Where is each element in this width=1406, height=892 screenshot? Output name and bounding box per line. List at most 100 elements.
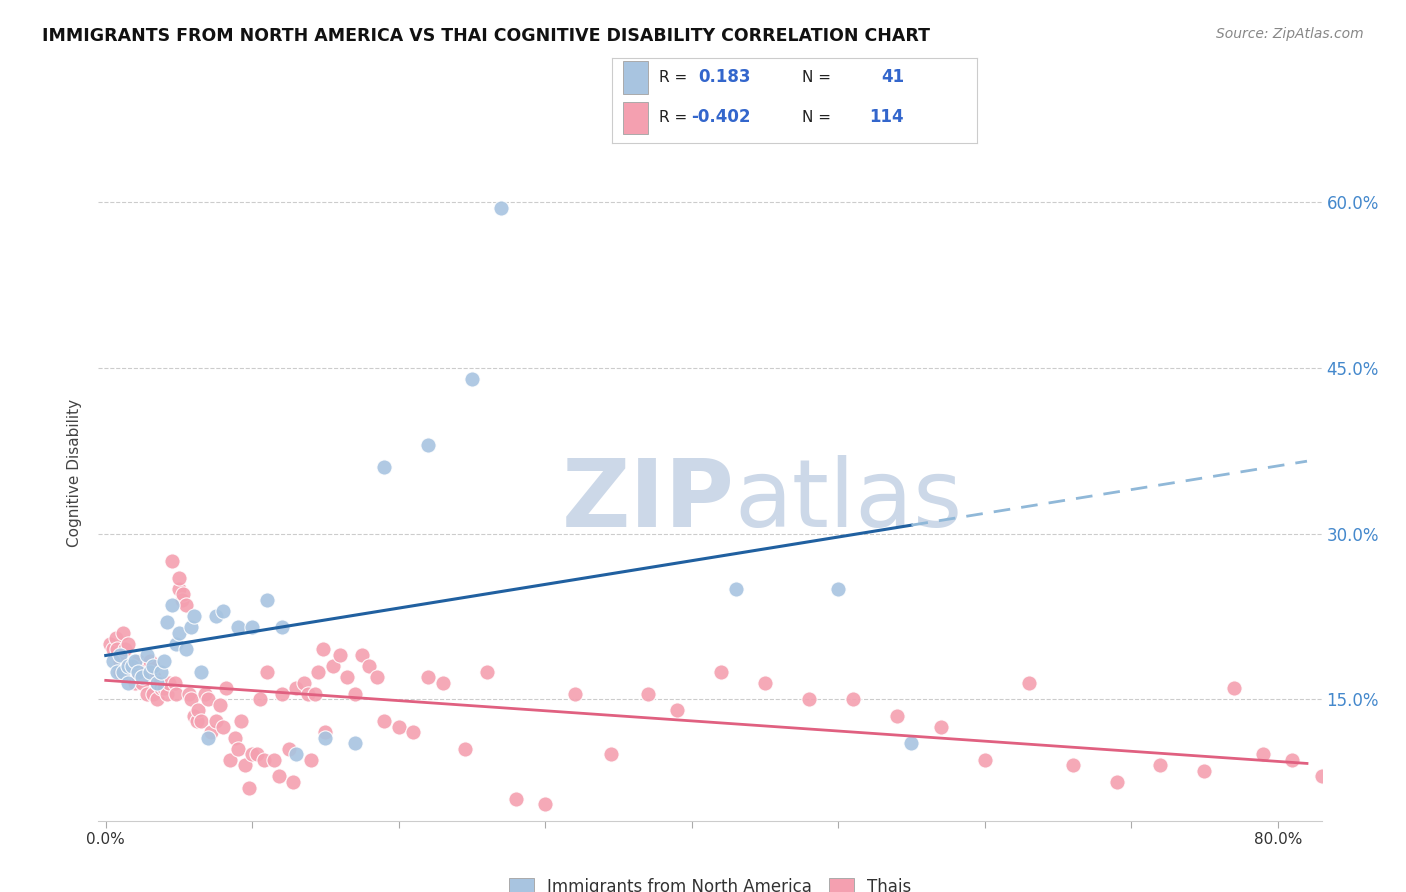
Point xyxy=(229,714,252,729)
Point xyxy=(352,648,374,662)
Text: 41: 41 xyxy=(882,69,904,87)
Point xyxy=(204,609,226,624)
Point xyxy=(142,687,165,701)
Point xyxy=(101,653,124,667)
Point xyxy=(138,665,160,679)
Point xyxy=(285,747,308,762)
Point xyxy=(1149,758,1171,772)
Point xyxy=(336,670,359,684)
Point xyxy=(105,632,128,646)
Point xyxy=(153,681,176,695)
Point xyxy=(797,692,820,706)
Point xyxy=(135,687,157,701)
Point xyxy=(112,626,135,640)
Point xyxy=(129,665,152,679)
Point xyxy=(314,731,336,745)
Point xyxy=(138,653,160,667)
Point xyxy=(600,747,623,762)
Point xyxy=(176,599,198,613)
Point xyxy=(1310,769,1333,783)
Text: 114: 114 xyxy=(869,108,904,127)
Point xyxy=(143,670,166,684)
Point xyxy=(134,659,156,673)
Point xyxy=(754,675,776,690)
Point xyxy=(534,797,557,811)
Point xyxy=(283,775,305,789)
Point xyxy=(491,201,513,215)
Point xyxy=(886,708,908,723)
Point xyxy=(842,692,865,706)
Point xyxy=(110,665,132,679)
Point xyxy=(165,687,187,701)
Text: R =: R = xyxy=(659,70,688,85)
Point xyxy=(138,665,160,679)
Point xyxy=(131,670,153,684)
Point xyxy=(343,687,366,701)
Text: ZIP: ZIP xyxy=(561,455,734,547)
Point xyxy=(297,687,319,701)
Point xyxy=(1324,775,1347,789)
Point xyxy=(226,620,249,634)
Point xyxy=(432,675,454,690)
Point xyxy=(127,670,149,684)
Point xyxy=(124,675,146,690)
Point xyxy=(194,687,217,701)
Point xyxy=(1222,681,1244,695)
Point xyxy=(253,753,276,767)
Point xyxy=(1062,758,1084,772)
Point xyxy=(167,582,190,596)
Legend: Immigrants from North America, Thais: Immigrants from North America, Thais xyxy=(502,871,918,892)
Point xyxy=(117,675,139,690)
Point xyxy=(311,642,333,657)
Point xyxy=(150,681,173,695)
Point xyxy=(170,592,193,607)
Point xyxy=(120,665,142,679)
Point xyxy=(117,659,139,673)
Point xyxy=(190,665,212,679)
Point xyxy=(186,714,208,729)
Point xyxy=(267,769,290,783)
Point xyxy=(343,736,366,750)
Point xyxy=(299,753,322,767)
Point xyxy=(98,637,121,651)
Point xyxy=(179,687,201,701)
Point xyxy=(307,665,329,679)
Point xyxy=(461,372,484,386)
Point xyxy=(475,665,498,679)
Point xyxy=(314,725,336,739)
Text: atlas: atlas xyxy=(734,455,963,547)
Point xyxy=(564,687,586,701)
Point xyxy=(124,659,146,673)
Point xyxy=(277,742,299,756)
Point xyxy=(249,692,271,706)
Text: Source: ZipAtlas.com: Source: ZipAtlas.com xyxy=(1216,27,1364,41)
Point xyxy=(1251,747,1274,762)
Point xyxy=(176,642,198,657)
Point xyxy=(900,736,922,750)
Bar xyxy=(623,62,648,94)
Point xyxy=(131,675,153,690)
Point xyxy=(270,620,292,634)
Point xyxy=(127,665,149,679)
Point xyxy=(453,742,475,756)
Point xyxy=(416,438,439,452)
Point xyxy=(416,670,439,684)
Point xyxy=(724,582,747,596)
Point xyxy=(359,659,381,673)
Point xyxy=(263,753,285,767)
Point xyxy=(215,681,238,695)
Point xyxy=(121,670,143,684)
Point xyxy=(114,642,136,657)
Point xyxy=(226,742,249,756)
Point xyxy=(637,687,659,701)
Text: R =: R = xyxy=(659,110,688,125)
Point xyxy=(246,747,269,762)
Point xyxy=(292,675,315,690)
Point xyxy=(973,753,995,767)
Point xyxy=(117,659,139,673)
Point xyxy=(366,670,388,684)
Point xyxy=(197,692,219,706)
Point xyxy=(1281,753,1303,767)
Point xyxy=(256,592,278,607)
Point xyxy=(304,687,326,701)
